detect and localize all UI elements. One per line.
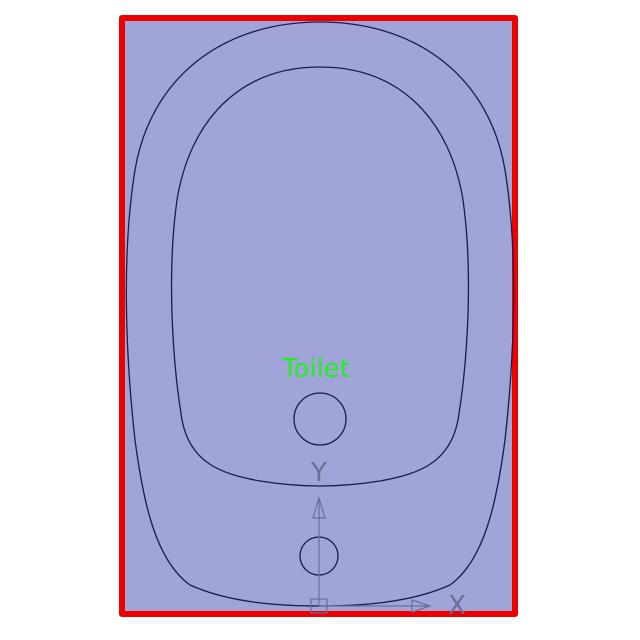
inner-bowl-outline (170, 66, 470, 487)
drain-circle (293, 392, 347, 446)
ucs-x-arrow-icon (411, 599, 432, 613)
ucs-y-arrow-icon (312, 495, 326, 519)
ucs-origin-box (310, 598, 328, 614)
ucs-x-label: X (448, 591, 466, 621)
ucs-y-label: Y (310, 458, 327, 488)
ucs-icon (310, 495, 432, 614)
object-label: Toilet (281, 354, 350, 384)
